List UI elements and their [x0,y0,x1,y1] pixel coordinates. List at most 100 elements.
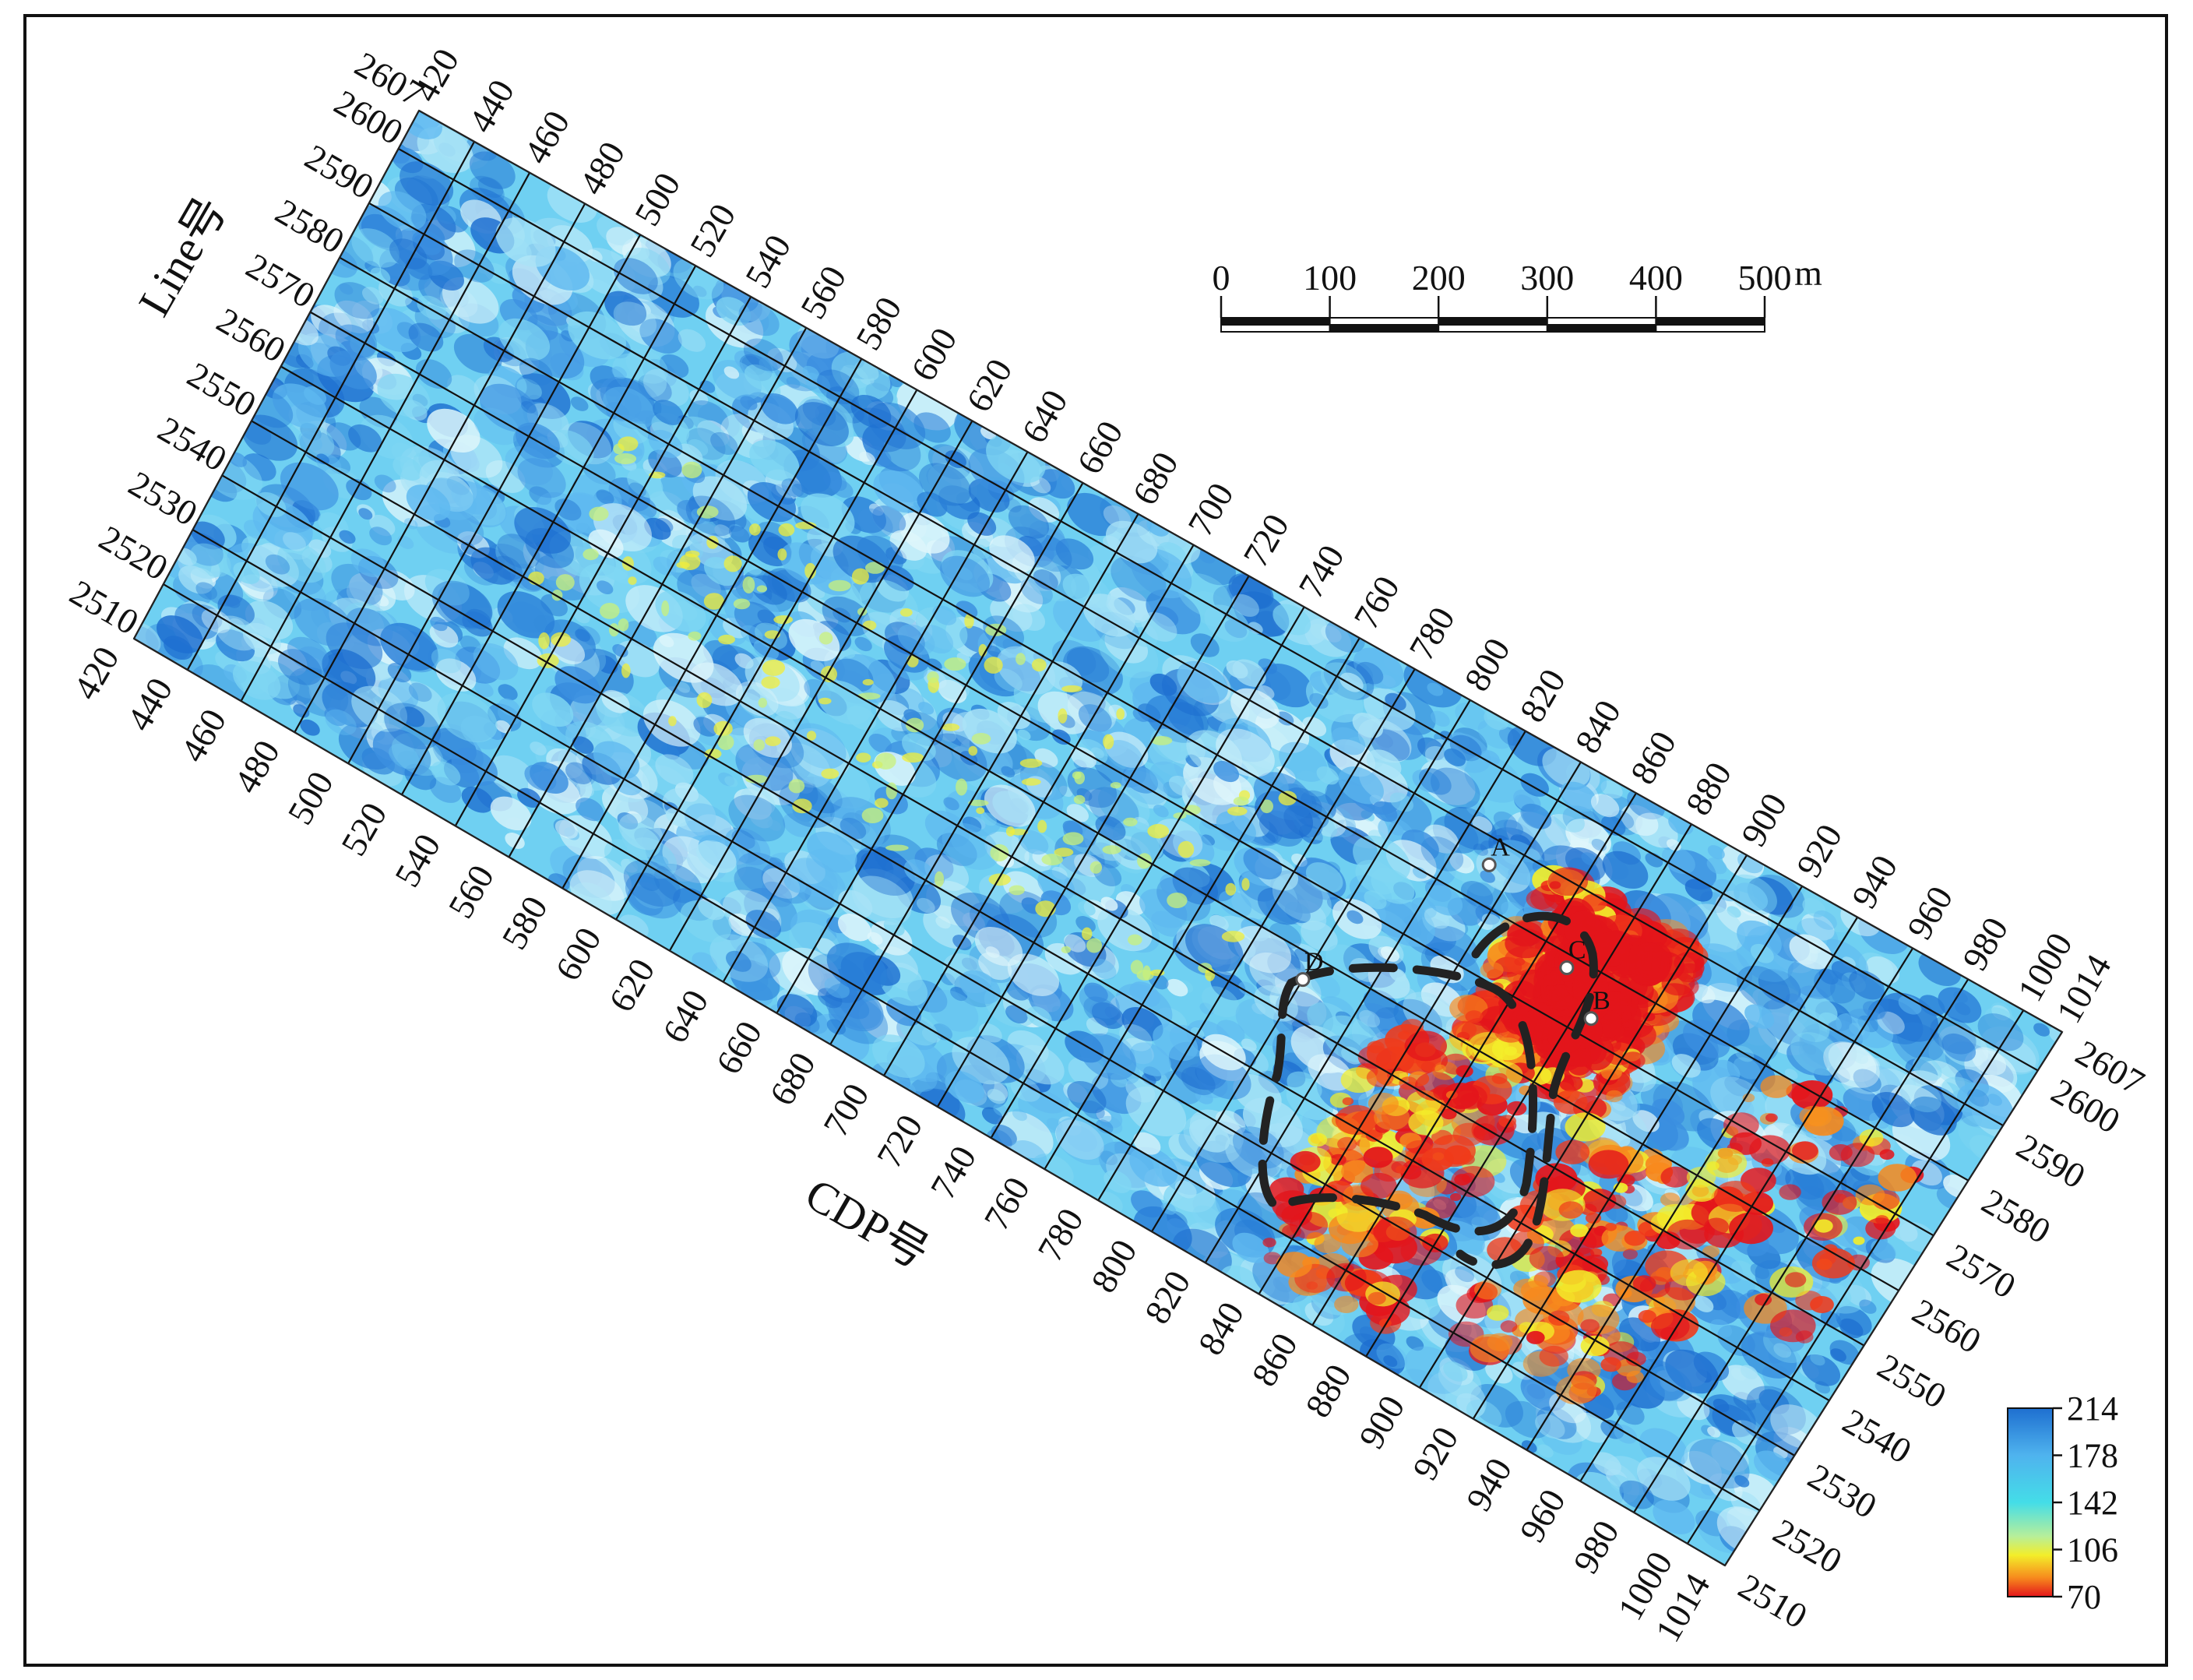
texture-blob [749,523,761,536]
texture-blob [648,491,688,524]
cdp-tick-label-bottom: 960 [1512,1482,1573,1548]
cdp-tick-label-bottom: 480 [226,734,287,800]
texture-blob [854,636,872,652]
line-axis-title: Line号 [128,188,236,325]
anomaly-blob [1505,928,1547,959]
anomaly-blob [1404,1030,1448,1062]
texture-blob [339,283,354,295]
scale-bar-segment [1220,317,1331,326]
anomaly-blob [1470,1333,1511,1363]
well-point-label: B [1593,987,1610,1016]
cdp-tick-label-top: 500 [627,166,688,232]
anomaly-blob [1314,1234,1342,1253]
cdp-tick-label-top: 900 [1734,787,1795,853]
texture-blob [551,632,572,647]
cdp-tick-label-top: 940 [1844,848,1906,914]
texture-blob [1061,685,1082,692]
anomaly-blob [1341,1231,1378,1258]
line-tick-label-right: 2530 [1801,1456,1883,1526]
anomaly-blob [1465,1010,1484,1023]
scale-bar-segment [1546,324,1657,333]
colorbar-tick-label: 178 [2067,1437,2118,1475]
scale-bar-label: 100 [1303,258,1357,298]
texture-blob [713,720,733,737]
line-tick-label-left: 2530 [122,463,204,534]
anomaly-blob [1558,1201,1584,1219]
well-point-label: C [1568,936,1586,965]
texture-blob [1189,859,1211,867]
texture-blob [1600,780,1623,799]
texture-blob [1067,492,1120,537]
line-tick-label-left: 2580 [269,191,350,261]
line-tick-label-left: 2520 [93,518,174,588]
line-tick-label-right: 2520 [1767,1511,1849,1581]
colorbar-tick-label: 142 [2067,1484,2118,1522]
cdp-tick-label-top: 760 [1346,569,1407,636]
cdp-tick-label-top: 440 [460,73,522,139]
anomaly-blob [1520,1280,1550,1301]
texture-blob [1128,934,1142,946]
line-tick-label-right: 2550 [1871,1346,1953,1416]
anomaly-blob [1626,1370,1644,1383]
texture-blob [1102,845,1121,854]
texture-blob [614,453,637,465]
texture-blob [1147,823,1170,839]
cdp-tick-label-bottom: 840 [1190,1295,1251,1361]
anomaly-blob [1829,1144,1853,1161]
texture-blob [1784,1069,1798,1079]
texture-blob [1137,853,1153,869]
texture-blob [1142,965,1151,981]
texture-blob [742,576,755,593]
texture-blob [688,631,702,641]
cdp-tick-label-bottom: 560 [440,858,502,925]
texture-blob [899,608,913,617]
texture-blob [988,873,1011,886]
anomaly-blob [1555,1375,1597,1405]
scale-bar-segment [1220,324,1331,333]
texture-blob [1843,1087,1884,1122]
anomaly-blob [1262,1238,1276,1248]
texture-blob [1700,1484,1715,1496]
anomaly-core [1595,931,1631,967]
cdp-tick-label-bottom: 880 [1297,1358,1359,1424]
cdp-tick-label-top: 460 [516,104,578,170]
texture-blob [661,600,670,617]
cdp-tick-label-bottom: 760 [976,1171,1037,1237]
colorbar: 214 178 142 106 70 [2007,1389,2118,1616]
colorbar-ticks: 214 178 142 106 70 [2053,1389,2118,1616]
anomaly-blob [1685,1178,1718,1203]
cdp-tick-label-top: 980 [1955,910,2016,977]
texture-blob [961,957,977,971]
cdp-tick-label-bottom: 720 [869,1108,931,1175]
cdp-tick-label-bottom: 540 [387,827,449,893]
scale-bar-segment [1546,317,1657,326]
texture-blob [1061,946,1072,953]
anomaly-blob [1600,1357,1621,1372]
texture-blob [758,698,767,708]
anomaly-blob [1702,1245,1720,1258]
anomaly-blob [1588,1150,1629,1179]
texture-blob [756,585,768,593]
anomaly-blob [1363,1146,1393,1168]
texture-blob [828,579,851,592]
line-tick-label-right: 2540 [1836,1401,1918,1471]
cdp-tick-label-top: 960 [1899,879,1961,946]
scale-bar-segment [1329,317,1440,326]
texture-blob [875,798,889,808]
cdp-tick-label-bottom: 920 [1405,1420,1466,1486]
texture-blob [1116,708,1125,720]
texture-blob [1058,708,1068,724]
anomaly-blob [1802,1106,1844,1136]
texture-blob [788,779,805,794]
cdp-tick-label-top: 520 [682,197,744,263]
texture-blob [851,568,869,585]
texture-blob [942,723,960,731]
line-tick-label-right: 2570 [1941,1236,2022,1306]
anomaly-blob [1290,1150,1321,1173]
texture-blob [1233,796,1249,806]
line-tick-label-right: 2580 [1976,1181,2057,1251]
texture-blob [761,676,780,689]
scale-bar-segment [1438,324,1548,333]
texture-blob [589,506,609,521]
anomaly-blob [1452,1020,1477,1039]
